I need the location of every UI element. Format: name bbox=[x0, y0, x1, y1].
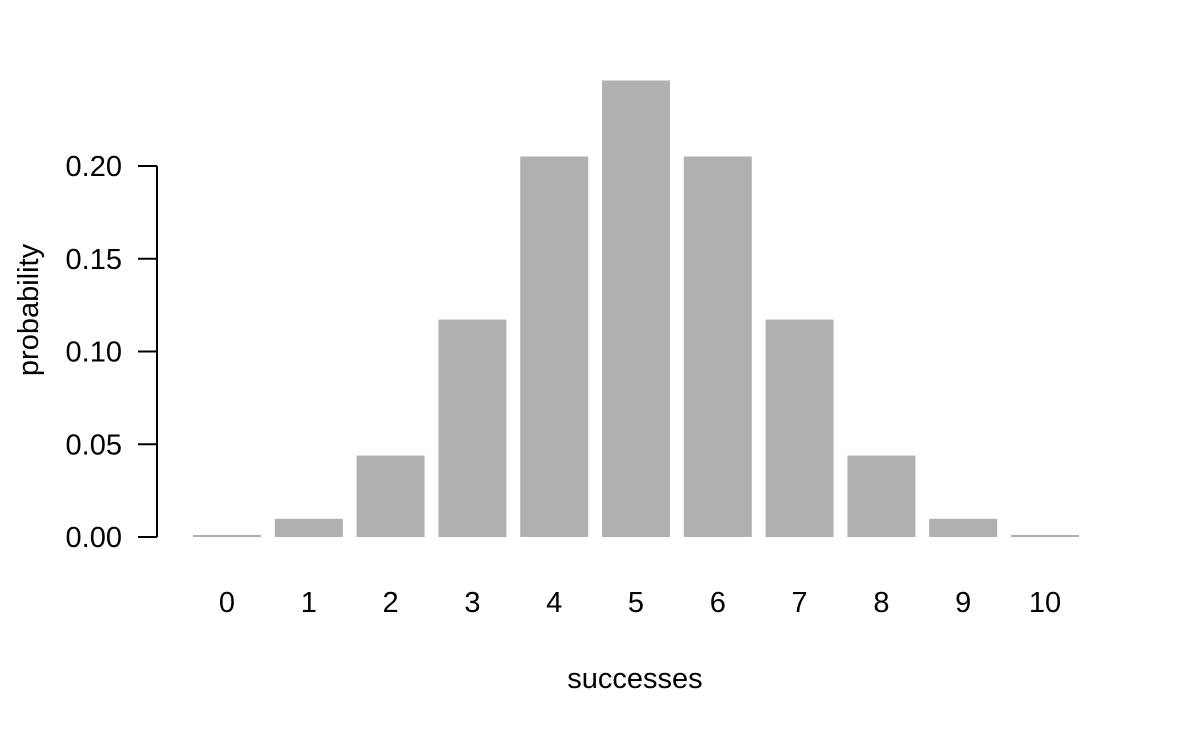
y-tick-label-0.10: 0.10 bbox=[66, 337, 122, 369]
y-tick-label-0.20: 0.20 bbox=[66, 151, 122, 183]
x-tick-label-0: 0 bbox=[219, 587, 235, 619]
bar-8 bbox=[847, 455, 916, 537]
bars-group bbox=[193, 80, 1079, 537]
y-tick-label-0.15: 0.15 bbox=[66, 244, 122, 276]
bar-3 bbox=[438, 319, 507, 537]
bar-4 bbox=[520, 156, 589, 537]
y-tick-label-0.00: 0.00 bbox=[66, 522, 122, 554]
x-tick-labels: 0 1 2 3 4 5 6 7 8 9 10 bbox=[219, 587, 1061, 619]
y-axis-title: probability bbox=[13, 243, 45, 376]
x-tick-label-3: 3 bbox=[464, 587, 480, 619]
bar-5 bbox=[602, 80, 670, 537]
x-tick-label-5: 5 bbox=[628, 587, 644, 619]
x-tick-label-6: 6 bbox=[710, 587, 726, 619]
bar-1 bbox=[274, 518, 343, 537]
bar-9 bbox=[929, 518, 998, 537]
y-tick-label-0.05: 0.05 bbox=[66, 429, 122, 461]
x-tick-label-4: 4 bbox=[546, 587, 562, 619]
x-tick-label-9: 9 bbox=[955, 587, 971, 619]
bar-6 bbox=[683, 156, 752, 537]
x-tick-label-8: 8 bbox=[873, 587, 889, 619]
bar-2 bbox=[356, 455, 425, 537]
y-axis: 0.00 0.05 0.10 0.15 0.20 bbox=[66, 151, 158, 554]
bar-10 bbox=[1011, 535, 1079, 537]
x-axis-title: successes bbox=[567, 663, 702, 695]
x-tick-label-2: 2 bbox=[383, 587, 399, 619]
x-tick-label-7: 7 bbox=[792, 587, 808, 619]
x-tick-label-1: 1 bbox=[301, 587, 317, 619]
bar-7 bbox=[765, 319, 834, 537]
bar-0 bbox=[193, 535, 261, 537]
x-tick-label-10: 10 bbox=[1029, 587, 1061, 619]
